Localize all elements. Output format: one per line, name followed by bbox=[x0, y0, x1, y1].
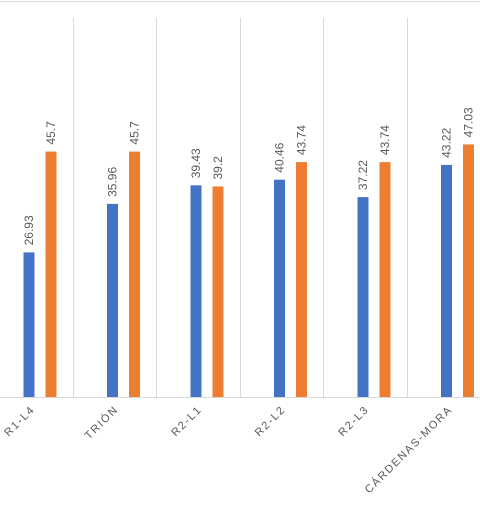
bar bbox=[23, 252, 35, 397]
value-label: 43.74 bbox=[295, 125, 309, 155]
value-label: 39.43 bbox=[189, 148, 203, 178]
category-label: TRIÓN bbox=[82, 403, 121, 442]
value-label: 37.22 bbox=[356, 160, 370, 190]
bar bbox=[212, 186, 224, 397]
value-label: 43.22 bbox=[440, 128, 454, 158]
value-label: 39.2 bbox=[211, 156, 225, 180]
bar bbox=[441, 164, 452, 397]
value-label: 45.7 bbox=[44, 121, 58, 145]
value-label: 26.93 bbox=[22, 215, 36, 245]
bar bbox=[129, 151, 140, 397]
value-label: 47.03 bbox=[462, 107, 476, 137]
category-label: R2-L1 bbox=[169, 404, 204, 439]
bar bbox=[379, 162, 391, 397]
bar bbox=[190, 185, 202, 397]
bars bbox=[23, 144, 474, 397]
category-label: CÁRDENAS-MORA bbox=[362, 403, 455, 496]
value-label: 43.74 bbox=[378, 125, 392, 155]
category-label: R1-L4 bbox=[2, 404, 37, 439]
bar bbox=[357, 197, 369, 397]
bar bbox=[463, 144, 474, 397]
bar bbox=[107, 203, 118, 397]
bar bbox=[296, 162, 307, 397]
value-label: 40.46 bbox=[273, 142, 287, 172]
bar bbox=[45, 151, 57, 397]
value-label: 45.7 bbox=[128, 121, 142, 145]
vertical-gridlines bbox=[73, 18, 408, 397]
value-label: 35.96 bbox=[106, 167, 120, 197]
category-label: R2-L2 bbox=[253, 404, 288, 439]
data-labels: 26.93 45.7 35.96 45.7 39.43 39.2 40.46 43.74 37.… bbox=[22, 107, 476, 245]
bar bbox=[274, 179, 285, 397]
category-label: R2-L3 bbox=[336, 404, 371, 439]
